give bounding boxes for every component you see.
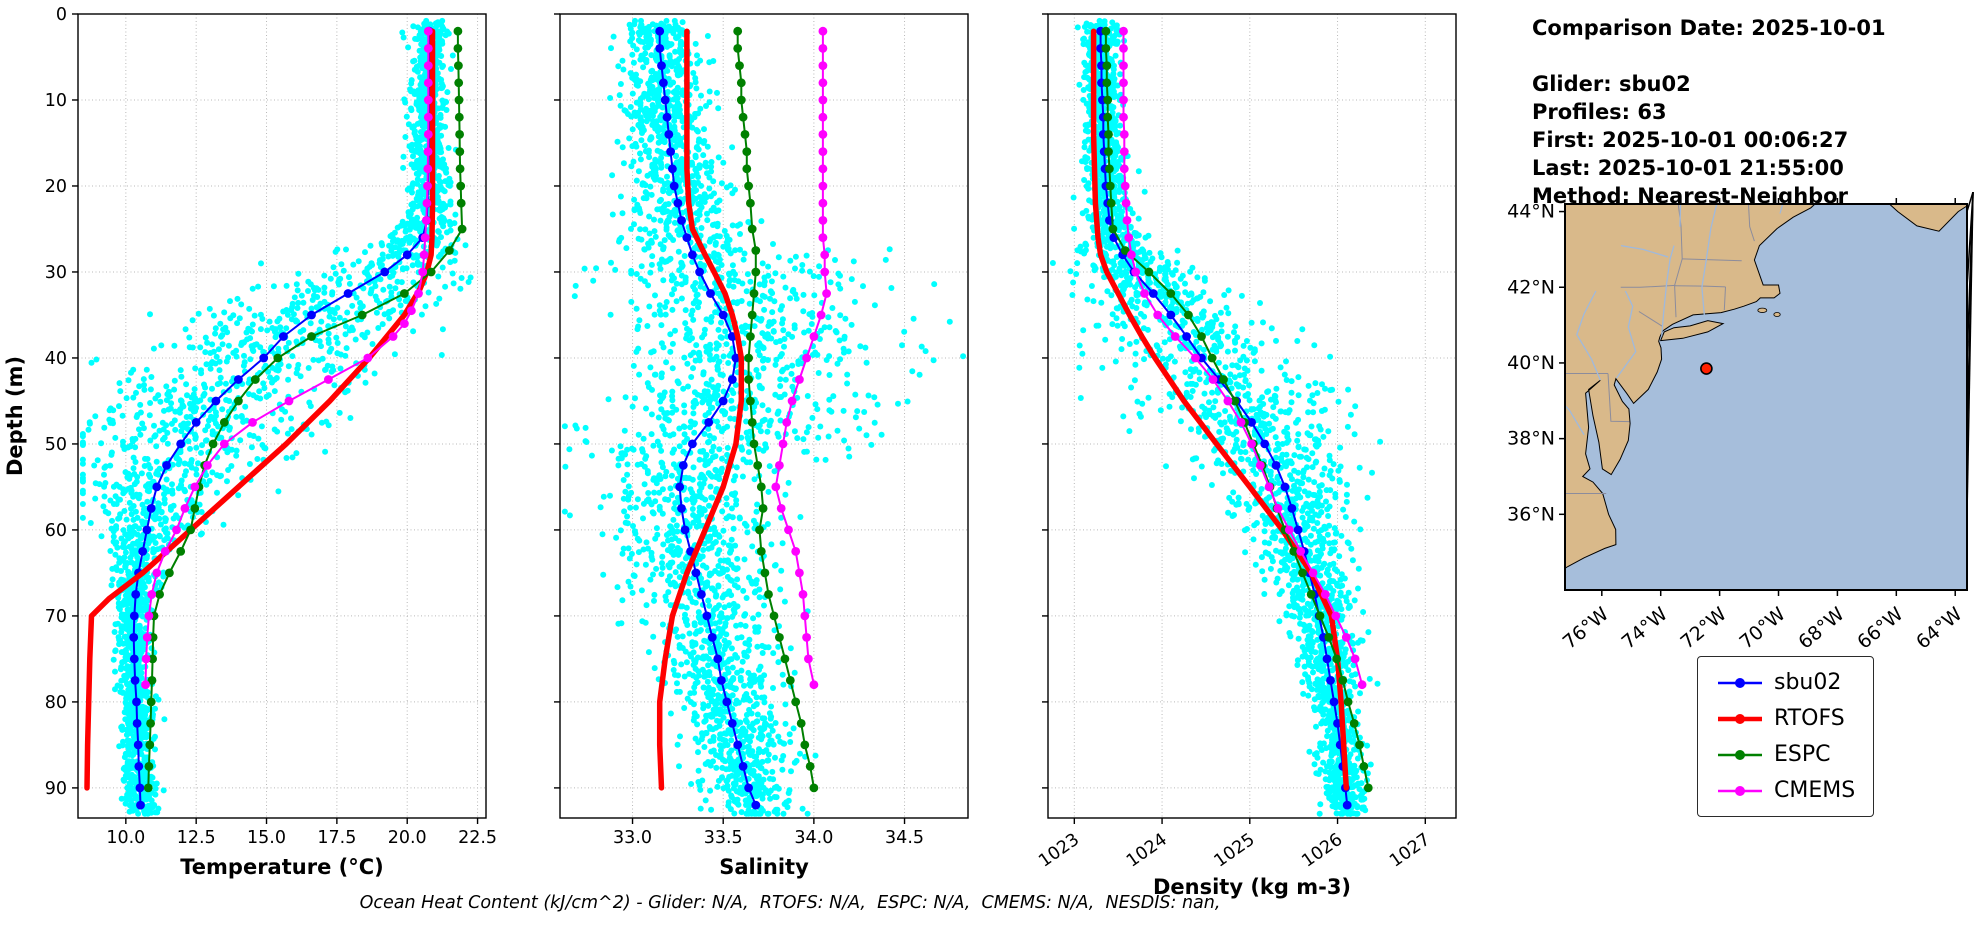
comparison-date: Comparison Date: 2025-10-01 xyxy=(1532,16,1886,40)
svg-text:30: 30 xyxy=(45,263,67,283)
axis-labels: Temperature (°C) Depth (m) xyxy=(3,356,384,879)
map-ticks xyxy=(1559,192,1974,596)
series-CMEMS xyxy=(141,26,433,690)
series-RTOFS xyxy=(1090,28,1350,791)
svg-text:60: 60 xyxy=(45,521,67,541)
legend-item-ESPC: ESPC xyxy=(1716,742,1855,767)
svg-text:15.0: 15.0 xyxy=(247,828,286,848)
tick-labels: 10.0 12.5 15.0 17.5 20.0 22.5 0 10 20 30 40 50 60 70 8… xyxy=(45,5,497,848)
info-profiles: Profiles: 63 xyxy=(1532,100,1667,124)
land-layer xyxy=(1565,204,1967,569)
svg-text:20: 20 xyxy=(45,177,67,197)
svg-text:20.0: 20.0 xyxy=(388,828,427,848)
svg-text:50: 50 xyxy=(45,435,67,455)
legend-label: ESPC xyxy=(1774,742,1831,767)
legend-label: RTOFS xyxy=(1774,706,1845,731)
legend-label: sbu02 xyxy=(1774,670,1842,695)
series-sbu02 xyxy=(655,26,761,810)
svg-text:90: 90 xyxy=(45,779,67,799)
legend-key-icon-RTOFS xyxy=(1718,713,1762,724)
svg-text:10: 10 xyxy=(45,91,67,111)
legend-item-sbu02: sbu02 xyxy=(1716,670,1855,695)
salinity-chart: 33.0 33.5 34.0 34.5 Salinity xyxy=(554,13,969,879)
glider-raw-scatter xyxy=(561,17,967,817)
caption: Ocean Heat Content (kJ/cm^2) - Glider: N… xyxy=(359,893,1221,913)
legend-key-icon-ESPC xyxy=(1718,749,1762,760)
series-RTOFS xyxy=(656,28,745,791)
legend-label: CMEMS xyxy=(1774,778,1856,803)
legend: sbu02 RTOFS ESPC CMEMS xyxy=(1697,656,1875,817)
axis-labels: Salinity xyxy=(719,855,809,879)
density-axis-label: Density (kg m-3) xyxy=(1153,875,1351,899)
svg-text:10.0: 10.0 xyxy=(106,828,145,848)
salinity-axis-label: Salinity xyxy=(719,855,809,879)
series-CMEMS xyxy=(1119,26,1367,690)
legend-key-icon-CMEMS xyxy=(1718,785,1762,796)
axis-labels: Density (kg m-3) xyxy=(1153,875,1351,899)
plot-frame xyxy=(559,13,969,819)
info-glider: Glider: sbu02 xyxy=(1532,72,1691,96)
axis-ticks xyxy=(72,13,479,824)
tick-labels: 1023 1024 1025 1026 1027 xyxy=(1035,830,1434,872)
glider-position-marker xyxy=(1700,362,1713,375)
series-ESPC xyxy=(143,26,467,793)
location-map: 44°N42°N40°N38°N36°N76°W 74°W 72°W 70°W 68°W… xyxy=(1507,192,1974,654)
svg-text:0: 0 xyxy=(56,5,67,25)
svg-text:17.5: 17.5 xyxy=(317,828,356,848)
svg-text:40: 40 xyxy=(45,349,67,369)
legend-item-RTOFS: RTOFS xyxy=(1716,706,1855,731)
density-chart: 1023 1024 1025 1026 1027 Density (kg m-3) xyxy=(1035,13,1457,899)
axis-ticks xyxy=(554,13,906,824)
info-first: First: 2025-10-01 00:06:27 xyxy=(1532,128,1849,152)
plot-frame xyxy=(1047,13,1457,819)
svg-text:70: 70 xyxy=(45,607,67,627)
series-ESPC xyxy=(733,26,819,793)
svg-text:80: 80 xyxy=(45,693,67,713)
legend-key-icon-sbu02 xyxy=(1718,677,1762,688)
axis-ticks xyxy=(1042,13,1426,824)
tick-labels: 33.0 33.5 34.0 34.5 xyxy=(613,828,924,848)
temperature-chart: 10.0 12.5 15.0 17.5 20.0 22.5 0 10 20 30 40 50 60 70 8… xyxy=(3,5,497,879)
glider-raw-scatter xyxy=(79,17,474,817)
info-last: Last: 2025-10-01 21:55:00 xyxy=(1532,156,1844,180)
series-CMEMS xyxy=(771,26,831,690)
depth-axis-label: Depth (m) xyxy=(3,356,27,476)
svg-text:12.5: 12.5 xyxy=(177,828,216,848)
info-panel: Comparison Date: 2025-10-01 Glider: sbu0… xyxy=(1532,16,1886,210)
temperature-axis-label: Temperature (°C) xyxy=(180,855,383,879)
plot-frame xyxy=(77,13,487,819)
map-frame xyxy=(1564,203,1968,591)
svg-text:22.5: 22.5 xyxy=(458,828,497,848)
legend-item-CMEMS: CMEMS xyxy=(1716,778,1855,803)
series-sbu02 xyxy=(1096,26,1352,810)
